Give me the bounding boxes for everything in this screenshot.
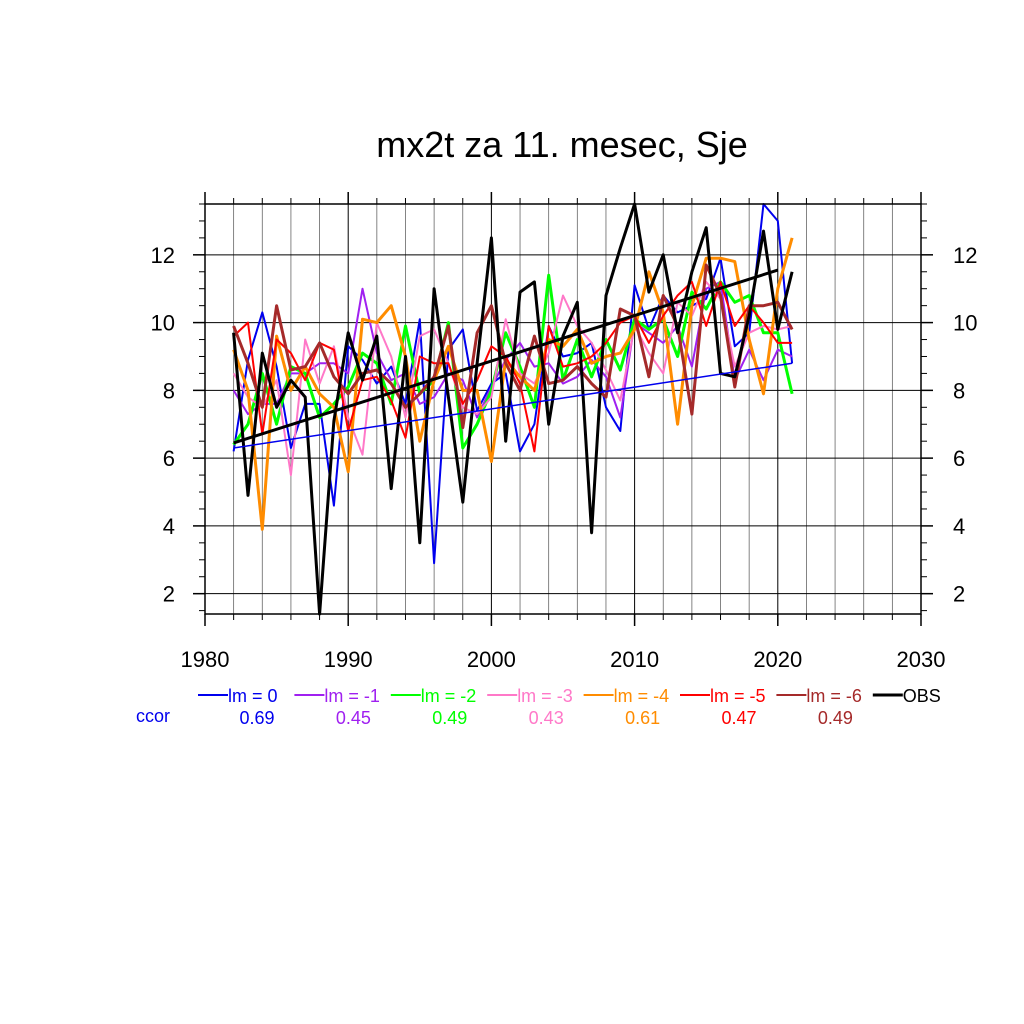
y-tick-label-left: 10 [151,311,175,336]
y-tick-label-right: 2 [953,582,965,607]
y-tick-label-left: 12 [151,243,175,268]
legend-label-7: OBS [903,686,941,706]
x-tick-label: 2020 [753,647,802,672]
trend-line-0 [233,362,793,449]
x-tick-label: 1980 [181,647,230,672]
y-tick-label-left: 6 [163,446,175,471]
x-tick-label: 2010 [610,647,659,672]
legend-ccor-6: 0.49 [818,708,853,728]
y-tick-label-left: 8 [163,378,175,403]
series-line-7 [232,202,794,616]
legend-ccor-3: 0.43 [529,708,564,728]
legend-ccor-1: 0.45 [336,708,371,728]
series-line-3 [232,280,793,477]
y-tick-label-left: 4 [163,514,175,539]
y-tick-label-right: 8 [953,378,965,403]
legend-label-2: lm = -2 [421,686,477,706]
legend-label-3: lm = -3 [517,686,573,706]
trend-lines [233,268,793,449]
legend-ccor-4: 0.61 [625,708,660,728]
trend-line-1 [233,268,779,445]
y-tick-label-right: 6 [953,446,965,471]
y-tick-label-right: 10 [953,311,977,336]
x-tick-label: 2000 [467,647,516,672]
plot-frame [204,203,922,615]
legend-label-1: lm = -1 [324,686,380,706]
legend-label-5: lm = -5 [710,686,766,706]
x-tick-label: 2030 [897,647,946,672]
legend-label-4: lm = -4 [614,686,670,706]
axes: 1980 1990 2000 2010 2020 2030 2 2 4 4 6 6 8 8 10 10 12 12 [151,192,977,672]
legend-label-6: lm = -6 [806,686,862,706]
ccor-label: ccor [136,706,170,726]
y-tick-label-left: 2 [163,582,175,607]
legend-ccor-0: 0.69 [239,708,274,728]
legend-ccor-2: 0.49 [432,708,467,728]
legend-label-0: lm = 0 [228,686,278,706]
series-lines [232,202,794,616]
legend-ccor-5: 0.47 [721,708,756,728]
chart-title: mx2t za 11. mesec, Sje [376,124,747,165]
y-tick-label-right: 4 [953,514,965,539]
y-tick-label-right: 12 [953,243,977,268]
x-tick-label: 1990 [324,647,373,672]
